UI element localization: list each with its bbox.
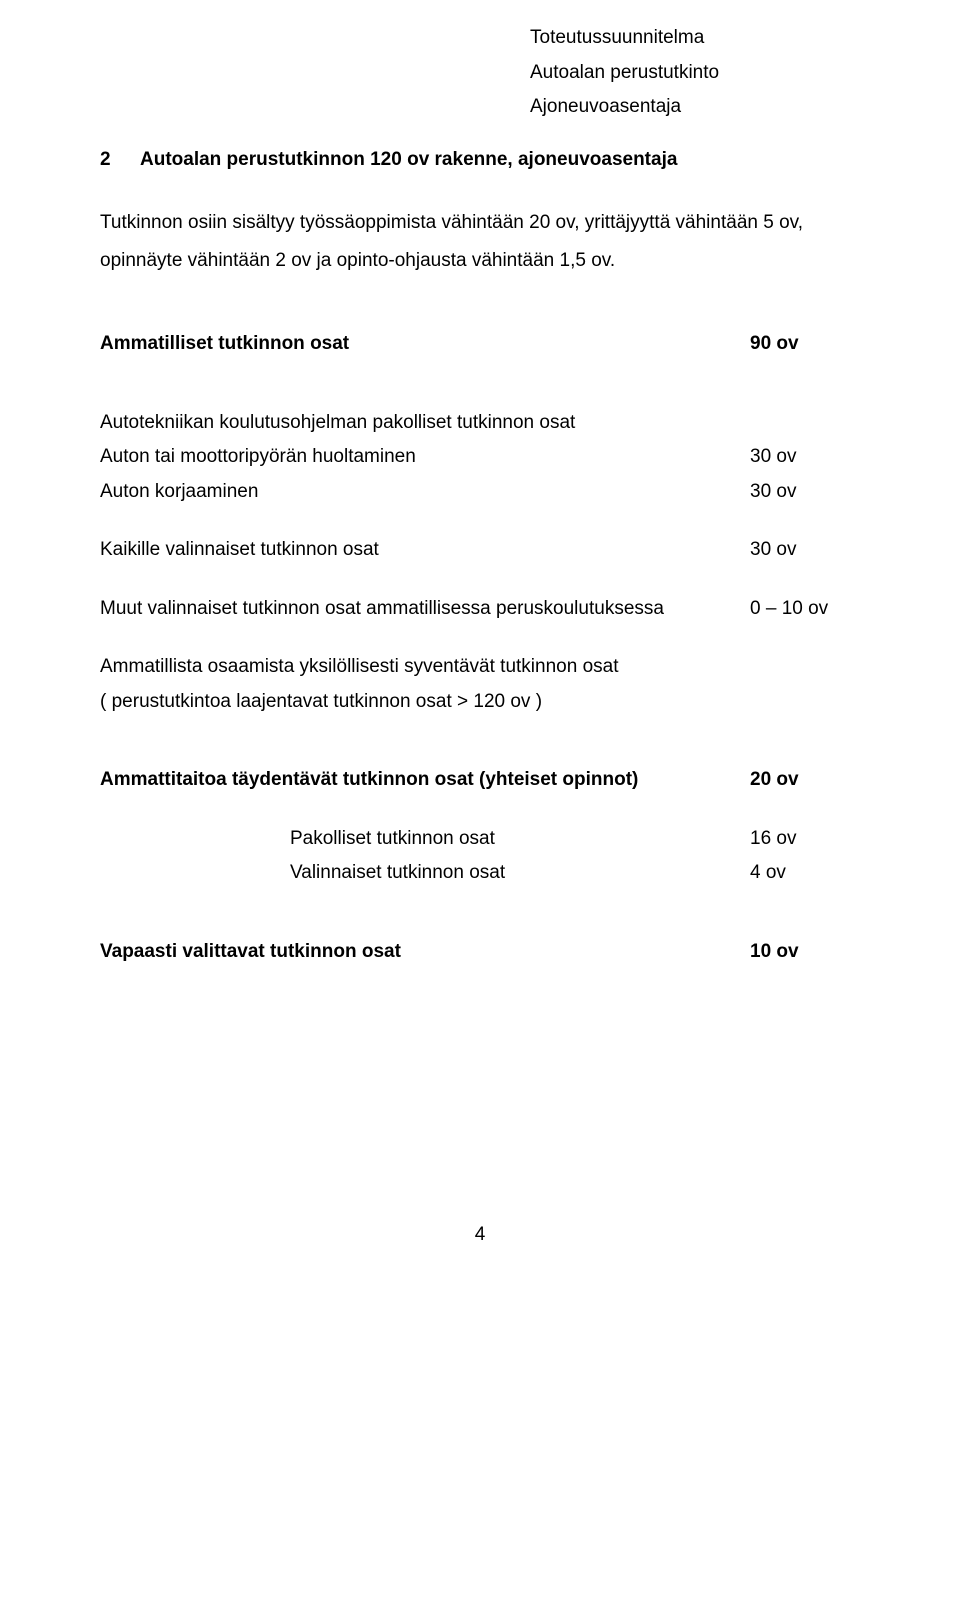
row-value: 16 ov: [750, 825, 860, 854]
row-value: 30 ov: [750, 443, 860, 472]
row-value: 30 ov: [750, 536, 860, 565]
table-row: Valinnaiset tutkinnon osat 4 ov: [100, 859, 860, 888]
page-number: 4: [100, 1221, 860, 1250]
row-value: 30 ov: [750, 478, 860, 507]
table-row: Kaikille valinnaiset tutkinnon osat 30 o…: [100, 536, 860, 565]
section-title: Autoalan perustutkinnon 120 ov rakenne, …: [140, 146, 677, 175]
row-label: Auton korjaaminen: [100, 478, 750, 507]
block3-heading-row: Vapaasti valittavat tutkinnon osat 10 ov: [100, 938, 860, 967]
intro-paragraph: Tutkinnon osiin sisältyy työssäoppimista…: [100, 204, 860, 280]
table-row: Auton tai moottoripyörän huoltaminen 30 …: [100, 443, 860, 472]
section-number: 2: [100, 146, 140, 175]
row-label: Kaikille valinnaiset tutkinnon osat: [100, 536, 750, 565]
block2-heading: Ammattitaitoa täydentävät tutkinnon osat…: [100, 766, 750, 795]
block1-subheading-row: Autotekniikan koulutusohjelman pakollise…: [100, 409, 860, 438]
header-line-1: Toteutussuunnitelma: [530, 24, 860, 53]
table-row: Muut valinnaiset tutkinnon osat ammatill…: [100, 595, 860, 624]
header-line-2: Autoalan perustutkinto: [530, 59, 860, 88]
row-label: Valinnaiset tutkinnon osat: [290, 859, 750, 888]
table-row: Auton korjaaminen 30 ov: [100, 478, 860, 507]
row-label: ( perustutkintoa laajentavat tutkinnon o…: [100, 688, 750, 717]
block1-heading: Ammatilliset tutkinnon osat: [100, 330, 750, 359]
document-header: Toteutussuunnitelma Autoalan perustutkin…: [530, 24, 860, 122]
row-value: 0 – 10 ov: [750, 595, 860, 624]
table-row: ( perustutkintoa laajentavat tutkinnon o…: [100, 688, 860, 717]
row-label: Ammatillista osaamista yksilöllisesti sy…: [100, 653, 750, 682]
table-row: Pakolliset tutkinnon osat 16 ov: [100, 825, 860, 854]
row-label: Muut valinnaiset tutkinnon osat ammatill…: [100, 595, 750, 624]
header-line-3: Ajoneuvoasentaja: [530, 93, 860, 122]
row-label: Auton tai moottoripyörän huoltaminen: [100, 443, 750, 472]
block1-heading-value: 90 ov: [750, 330, 860, 359]
block1-subheading: Autotekniikan koulutusohjelman pakollise…: [100, 409, 750, 438]
block1-heading-row: Ammatilliset tutkinnon osat 90 ov: [100, 330, 860, 359]
block3-heading: Vapaasti valittavat tutkinnon osat: [100, 938, 750, 967]
block2-heading-value: 20 ov: [750, 766, 860, 795]
content-table: Ammatilliset tutkinnon osat 90 ov Autote…: [100, 330, 860, 966]
section-heading-row: 2 Autoalan perustutkinnon 120 ov rakenne…: [100, 146, 860, 175]
row-value: 4 ov: [750, 859, 860, 888]
block3-heading-value: 10 ov: [750, 938, 860, 967]
row-label: Pakolliset tutkinnon osat: [290, 825, 750, 854]
block2-heading-row: Ammattitaitoa täydentävät tutkinnon osat…: [100, 766, 860, 795]
table-row: Ammatillista osaamista yksilöllisesti sy…: [100, 653, 860, 682]
